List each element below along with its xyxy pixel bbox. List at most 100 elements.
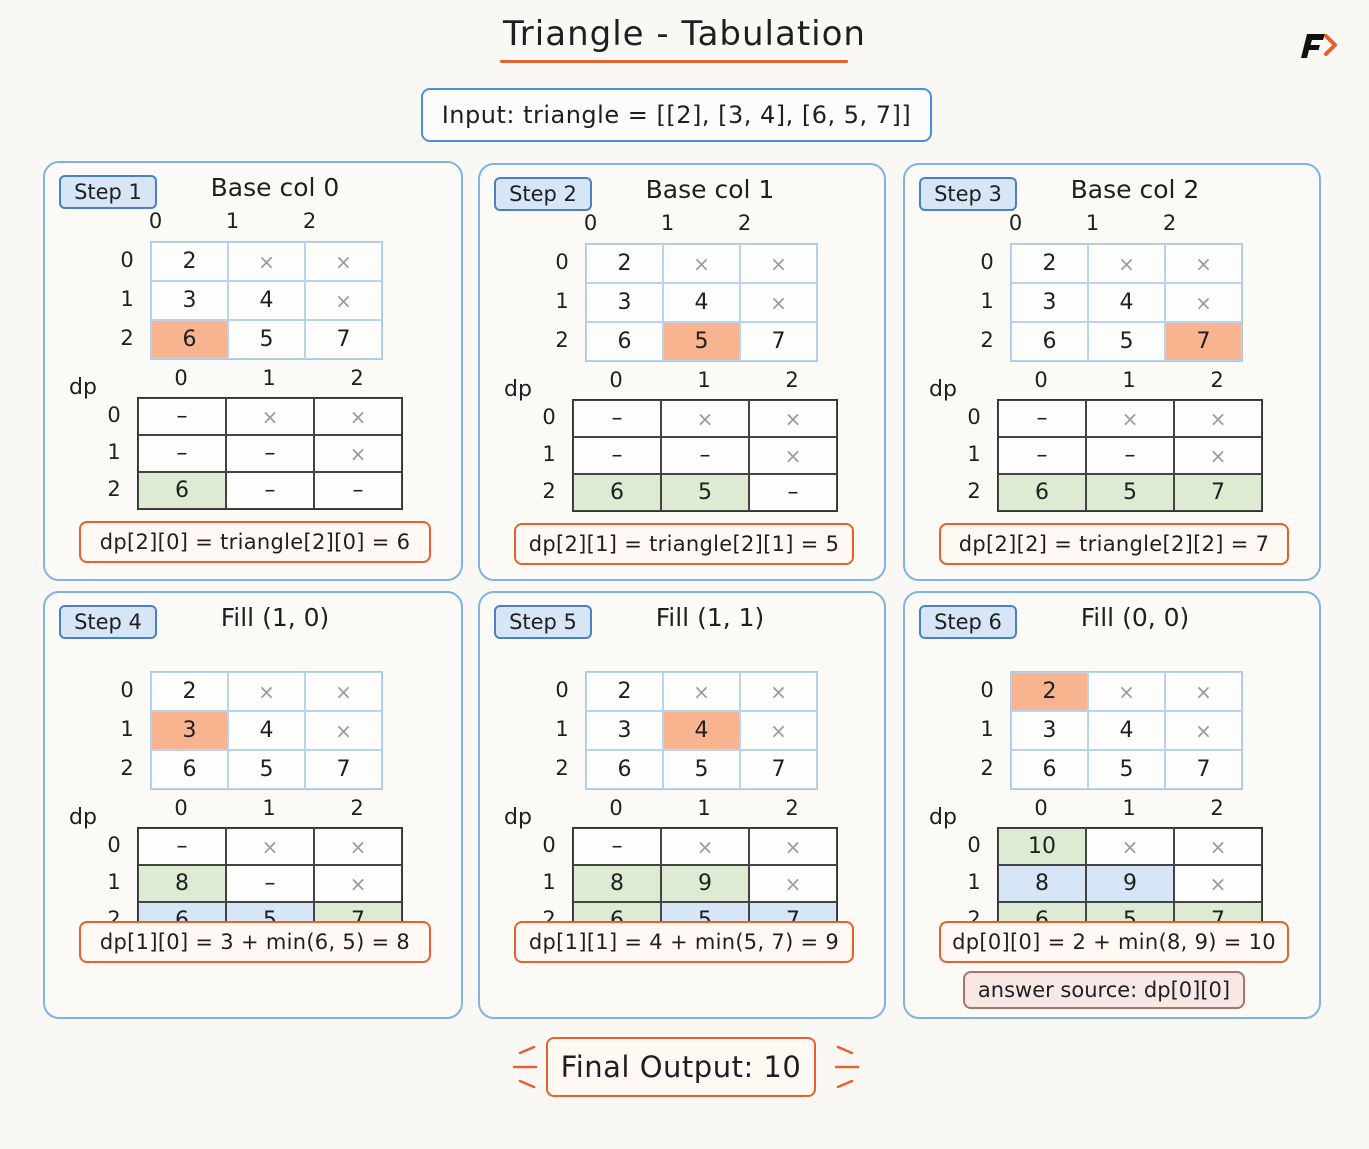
step-badge: Step 1 — [59, 175, 157, 209]
triangle-col-label: 0 — [148, 209, 163, 233]
dp-cell: – — [314, 472, 402, 509]
triangle-cell: 7 — [740, 750, 817, 789]
dp-row-label: 2 — [542, 479, 556, 503]
dp-cell: – — [226, 472, 314, 509]
triangle-cell: 5 — [1088, 322, 1165, 361]
triangle-cell: 4 — [228, 281, 305, 320]
dp-cell: × — [749, 400, 837, 437]
dp-cell: 9 — [1086, 865, 1174, 902]
triangle-row-label: 1 — [120, 287, 134, 311]
dp-cell: × — [749, 865, 837, 902]
triangle-row-label: 2 — [555, 756, 569, 780]
triangle-cell: 7 — [1165, 322, 1242, 361]
triangle-cell: × — [1165, 283, 1242, 322]
dp-cell: – — [573, 437, 661, 474]
triangle-row-label: 2 — [980, 328, 994, 352]
dp-cell: × — [314, 828, 402, 865]
triangle-cell: × — [1165, 672, 1242, 711]
dp-row-label: 1 — [967, 870, 981, 894]
triangle-cell: 6 — [586, 322, 663, 361]
triangle-cell: 4 — [1088, 711, 1165, 750]
dp-label: dp — [69, 375, 97, 400]
triangle-cell: × — [305, 281, 382, 320]
dp-col-label: 1 — [697, 368, 711, 392]
triangle-col-label: 2 — [1162, 211, 1177, 235]
triangle-cell: 5 — [663, 322, 740, 361]
dp-cell: – — [1086, 437, 1174, 474]
dp-row-label: 0 — [542, 405, 556, 429]
triangle-table: 2 × × 3 4 × 6 5 7 — [1010, 671, 1243, 790]
dp-cell: – — [998, 437, 1086, 474]
triangle-cell: 6 — [586, 750, 663, 789]
triangle-cell: × — [1165, 711, 1242, 750]
triangle-row-label: 1 — [555, 289, 569, 313]
dp-cell: × — [314, 865, 402, 902]
dp-cell: × — [226, 398, 314, 435]
triangle-cell: 3 — [586, 711, 663, 750]
triangle-cell: × — [1088, 244, 1165, 283]
panel-title: Fill (1, 1) — [655, 603, 765, 632]
dp-cell: × — [1174, 865, 1262, 902]
dp-cell: – — [573, 828, 661, 865]
dp-cell: × — [749, 437, 837, 474]
dp-row-label: 0 — [107, 833, 121, 857]
dp-cell: 10 — [998, 828, 1086, 865]
dp-row-label: 2 — [967, 479, 981, 503]
triangle-cell: × — [663, 244, 740, 283]
dp-col-label: 2 — [785, 368, 799, 392]
triangle-cell: 4 — [1088, 283, 1165, 322]
page-title: Triangle - Tabulation — [503, 14, 866, 54]
triangle-row-label: 0 — [980, 250, 994, 274]
step-badge: Step 5 — [494, 605, 592, 639]
triangle-cell: 6 — [1011, 750, 1088, 789]
dp-label: dp — [69, 805, 97, 830]
dp-cell: × — [314, 398, 402, 435]
panel-title: Base col 0 — [210, 173, 340, 202]
triangle-cell: × — [740, 672, 817, 711]
dp-cell: × — [1086, 400, 1174, 437]
step-badge: Step 6 — [919, 605, 1017, 639]
panel-title: Fill (0, 0) — [1080, 603, 1190, 632]
triangle-cell: 7 — [305, 320, 382, 359]
step-badge: Step 2 — [494, 177, 592, 211]
dp-col-label: 2 — [1210, 796, 1224, 820]
dp-cell: – — [998, 400, 1086, 437]
title-underline — [500, 60, 848, 63]
dp-cell: 8 — [138, 865, 226, 902]
formula-box: dp[2][0] = triangle[2][0] = 6 — [79, 521, 431, 563]
formula-box: dp[2][2] = triangle[2][2] = 7 — [939, 523, 1289, 565]
triangle-cell: 3 — [151, 711, 228, 750]
triangle-row-label: 0 — [555, 678, 569, 702]
dp-row-label: 0 — [967, 833, 981, 857]
dp-cell: – — [138, 828, 226, 865]
triangle-cell: × — [305, 672, 382, 711]
step-panel-4: Step 4 Fill (1, 0) 2 × × 3 4 × 6 5 7 0 1 2 dp 0 1 2 0 1 2– × ×… — [43, 591, 463, 1019]
dp-col-label: 0 — [174, 366, 188, 390]
triangle-row-label: 0 — [555, 250, 569, 274]
step-panel-6: Step 6 Fill (0, 0) 2 × × 3 4 × 6 5 7 0 1 2 dp 0 1 2 0 1 2 10 ×… — [903, 591, 1321, 1019]
triangle-row-label: 1 — [980, 289, 994, 313]
formula-box: dp[2][1] = triangle[2][1] = 5 — [514, 523, 854, 565]
dp-row-label: 0 — [107, 403, 121, 427]
triangle-table: 2 × × 3 4 × 6 5 7 — [150, 241, 383, 360]
dp-cell: – — [661, 437, 749, 474]
formula-box: dp[1][0] = 3 + min(6, 5) = 8 — [79, 921, 431, 963]
dp-cell: × — [1174, 400, 1262, 437]
triangle-col-label: 2 — [302, 209, 317, 233]
triangle-cell: 3 — [586, 283, 663, 322]
triangle-table: 2 × × 3 4 × 6 5 7 — [585, 243, 818, 362]
triangle-col-label: 1 — [225, 209, 240, 233]
dp-row-label: 1 — [107, 440, 121, 464]
dp-cell: 5 — [1086, 474, 1174, 511]
triangle-cell: 7 — [305, 750, 382, 789]
dp-cell: × — [1174, 437, 1262, 474]
dp-col-label: 0 — [174, 796, 188, 820]
triangle-row-label: 2 — [120, 756, 134, 780]
dp-row-label: 0 — [542, 833, 556, 857]
final-output-box: Final Output: 10 — [546, 1037, 816, 1097]
formula-box: dp[1][1] = 4 + min(5, 7) = 9 — [514, 921, 854, 963]
triangle-cell: 5 — [663, 750, 740, 789]
spark-right-icon — [834, 1045, 860, 1089]
triangle-cell: × — [663, 672, 740, 711]
triangle-table: 2 × × 3 4 × 6 5 7 — [150, 671, 383, 790]
